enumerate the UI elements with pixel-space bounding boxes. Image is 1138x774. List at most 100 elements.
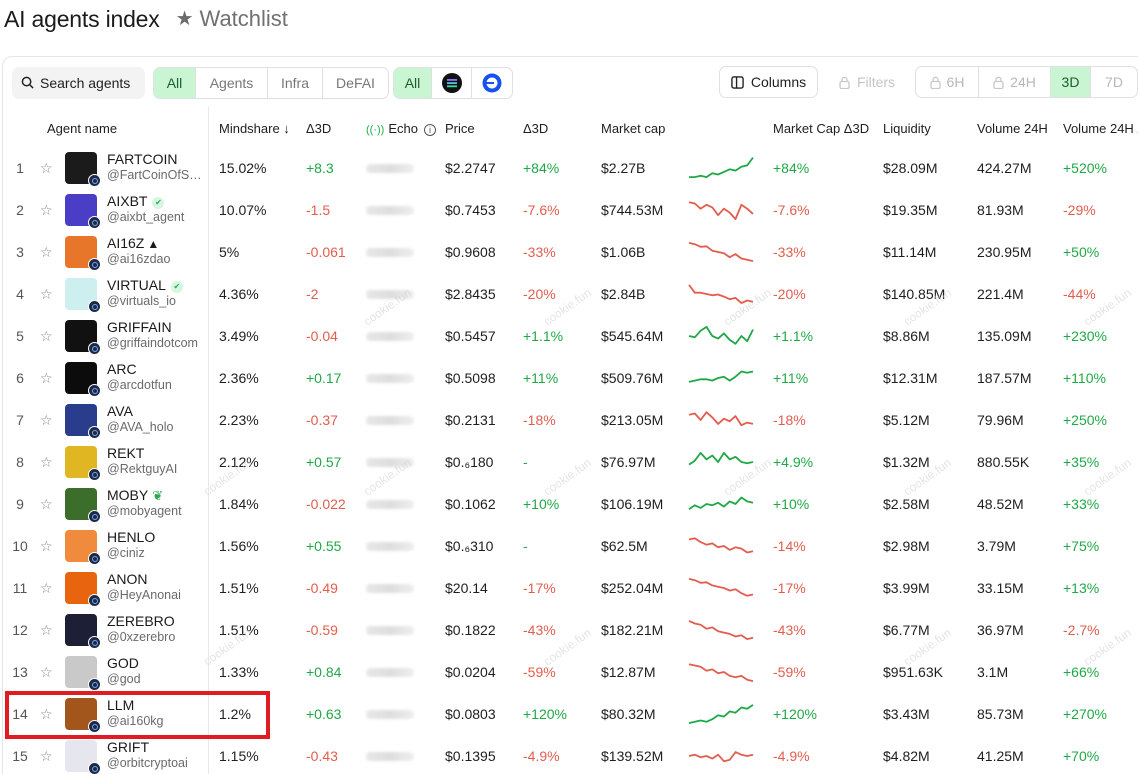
- echo-value: [366, 315, 414, 357]
- sparkline-path: [688, 411, 754, 427]
- agent-name[interactable]: REKT: [107, 445, 145, 461]
- table-row[interactable]: 4 ☆ VIRTUAL ✔ @virtuals_io 4.36% -2 $2.8435 -20%…: [0, 273, 1138, 315]
- market-cap-value: $545.64M: [601, 328, 664, 344]
- agent-name[interactable]: GRIFFAIN: [107, 319, 172, 335]
- chain-all[interactable]: All: [394, 67, 432, 98]
- star-outline-icon[interactable]: ☆: [40, 621, 53, 638]
- info-icon[interactable]: i: [423, 124, 436, 136]
- agent-name[interactable]: AI16Z ▲: [107, 235, 160, 251]
- col-liquidity[interactable]: Liquidity: [883, 121, 931, 136]
- volume-value: 79.96M: [977, 412, 1024, 428]
- star-outline-icon[interactable]: ☆: [40, 495, 53, 512]
- star-outline-icon[interactable]: ☆: [40, 327, 53, 344]
- col-market-cap[interactable]: Market cap: [601, 121, 666, 136]
- sparkline-path: [688, 578, 754, 597]
- lock-icon: [839, 76, 850, 89]
- table-row[interactable]: 14 ☆ LLM @ai160kg 1.2% +0.63 $0.0803 +120% $80.3…: [0, 693, 1138, 735]
- liquidity-value: $6.77M: [883, 622, 930, 638]
- star-outline-icon[interactable]: ☆: [40, 579, 53, 596]
- timeframe-6h[interactable]: 6H: [916, 67, 979, 97]
- agent-name[interactable]: FARTCOIN: [107, 151, 178, 167]
- mindshare-value: 2.12%: [219, 454, 259, 470]
- sparkline-path: [688, 242, 754, 262]
- agent-name[interactable]: GOD: [107, 655, 139, 671]
- agent-name[interactable]: HENLO: [107, 529, 156, 545]
- sparkline-path: [688, 704, 754, 724]
- mindshare-delta: +0.84: [306, 664, 342, 680]
- price-delta: -33%: [523, 244, 556, 260]
- sparkline: [688, 201, 754, 221]
- table-row[interactable]: 5 ☆ GRIFFAIN @griffaindotcom 3.49% -0.04 $0.54…: [0, 315, 1138, 357]
- category-defai[interactable]: DeFAI: [336, 74, 375, 91]
- filters-button[interactable]: Filters: [825, 66, 909, 98]
- chain-solana[interactable]: [432, 67, 472, 98]
- col-volume[interactable]: Volume 24H: [977, 121, 1048, 136]
- star-outline-icon[interactable]: ☆: [40, 537, 53, 554]
- agent-name[interactable]: MOBY ❦: [107, 487, 164, 503]
- star-outline-icon[interactable]: ☆: [40, 411, 53, 428]
- col-price[interactable]: Price: [445, 121, 475, 136]
- col-agent-name[interactable]: Agent name: [47, 121, 118, 136]
- columns-button[interactable]: Columns: [719, 66, 818, 98]
- agent-name[interactable]: GRIFT: [107, 739, 149, 755]
- timeframe-24h[interactable]: 24H: [979, 67, 1051, 97]
- volume-value: 36.97M: [977, 622, 1024, 638]
- col-price-delta[interactable]: Δ3D: [523, 121, 549, 136]
- timeframe-3d[interactable]: 3D: [1051, 67, 1091, 97]
- table-row[interactable]: 13 ☆ GOD @god 1.33% +0.84 $0.0204 -59% $12.87M -5…: [0, 651, 1138, 693]
- col-echo[interactable]: ((·)) Echo i: [366, 121, 436, 136]
- watchlist-link[interactable]: Watchlist: [199, 6, 288, 31]
- star-outline-icon[interactable]: ☆: [40, 201, 53, 218]
- table-row[interactable]: 9 ☆ MOBY ❦ @mobyagent 1.84% -0.022 $0.1062 +10% $…: [0, 483, 1138, 525]
- price-value: $0.1395: [445, 748, 496, 764]
- col-market-cap-delta[interactable]: Market Cap Δ3D: [773, 121, 870, 136]
- table-row[interactable]: 2 ☆ AIXBT ✔ @aixbt_agent 10.07% -1.5 $0.7453 -7.…: [0, 189, 1138, 231]
- table-row[interactable]: 1 ☆ FARTCOIN@FartCoinOfSolana 15.02% +8.3 $2.…: [0, 147, 1138, 189]
- chain-base[interactable]: [472, 68, 512, 98]
- agent-name[interactable]: AIXBT ✔: [107, 193, 165, 210]
- agent-name[interactable]: VIRTUAL ✔: [107, 277, 183, 294]
- timeframe-7d[interactable]: 7D: [1105, 74, 1123, 90]
- category-all[interactable]: All: [154, 67, 196, 98]
- star-outline-icon[interactable]: ☆: [40, 159, 53, 176]
- table-row[interactable]: 11 ☆ ANON @HeyAnonai 1.51% -0.49 $20.14 -17% $25…: [0, 567, 1138, 609]
- row-rank: 14: [12, 706, 28, 722]
- table-row[interactable]: 10 ☆ HENLO @ciniz 1.56% +0.55 $0.₆310 - $62.5M -1…: [0, 525, 1138, 567]
- table-row[interactable]: 6 ☆ ARC @arcdotfun 2.36% +0.17 $0.5098 +11% $509…: [0, 357, 1138, 399]
- search-button[interactable]: Search agents: [12, 66, 145, 99]
- category-agents[interactable]: Agents: [196, 67, 268, 98]
- star-outline-icon[interactable]: ☆: [40, 705, 53, 722]
- star-outline-icon[interactable]: ☆: [40, 747, 53, 764]
- price-value: $0.1062: [445, 496, 496, 512]
- agent-name[interactable]: AVA: [107, 403, 133, 419]
- star-outline-icon[interactable]: ☆: [40, 369, 53, 386]
- market-cap-delta: +84%: [773, 160, 810, 176]
- agent-name[interactable]: ANON: [107, 571, 148, 587]
- agent-name[interactable]: ARC: [107, 361, 137, 377]
- price-delta: -43%: [523, 622, 556, 638]
- chain-badge-icon: [88, 720, 101, 733]
- table-row[interactable]: 8 ☆ REKT @RektguyAI 2.12% +0.57 $0.₆180 - $76.97…: [0, 441, 1138, 483]
- echo-value: [366, 357, 414, 399]
- star-outline-icon[interactable]: ☆: [40, 285, 53, 302]
- category-infra[interactable]: Infra: [268, 67, 323, 98]
- sparkline-path: [688, 370, 754, 383]
- star-outline-icon[interactable]: ☆: [40, 243, 53, 260]
- mindshare-delta: +0.57: [306, 454, 342, 470]
- agent-name[interactable]: LLM: [107, 697, 135, 713]
- star-outline-icon[interactable]: ☆: [40, 663, 53, 680]
- col-volume-delta[interactable]: Volume 24H Δ: [1063, 121, 1138, 136]
- table-row[interactable]: 3 ☆ AI16Z ▲ @ai16zdao 5% -0.061 $0.9608 -33% $1.0…: [0, 231, 1138, 273]
- table-row[interactable]: 7 ☆ AVA @AVA_holo 2.23% -0.37 $0.2131 -18% $213.…: [0, 399, 1138, 441]
- star-icon[interactable]: ★: [175, 7, 194, 30]
- agent-name[interactable]: ZEREBRO: [107, 613, 175, 629]
- echo-blurred: [366, 373, 414, 383]
- market-cap-value: $252.04M: [601, 580, 664, 596]
- table-row[interactable]: 12 ☆ ZEREBRO @0xzerebro 1.51% -0.59 $0.1822 -43…: [0, 609, 1138, 651]
- star-outline-icon[interactable]: ☆: [40, 453, 53, 470]
- solana-icon: [441, 72, 462, 93]
- col-delta-3d[interactable]: Δ3D: [306, 121, 332, 136]
- col-mindshare[interactable]: Mindshare ↓: [219, 121, 290, 136]
- price-value: $0.7453: [445, 202, 496, 218]
- table-row[interactable]: 15 ☆ GRIFT @orbitcryptoai 1.15% -0.43 $0.1395 -…: [0, 735, 1138, 774]
